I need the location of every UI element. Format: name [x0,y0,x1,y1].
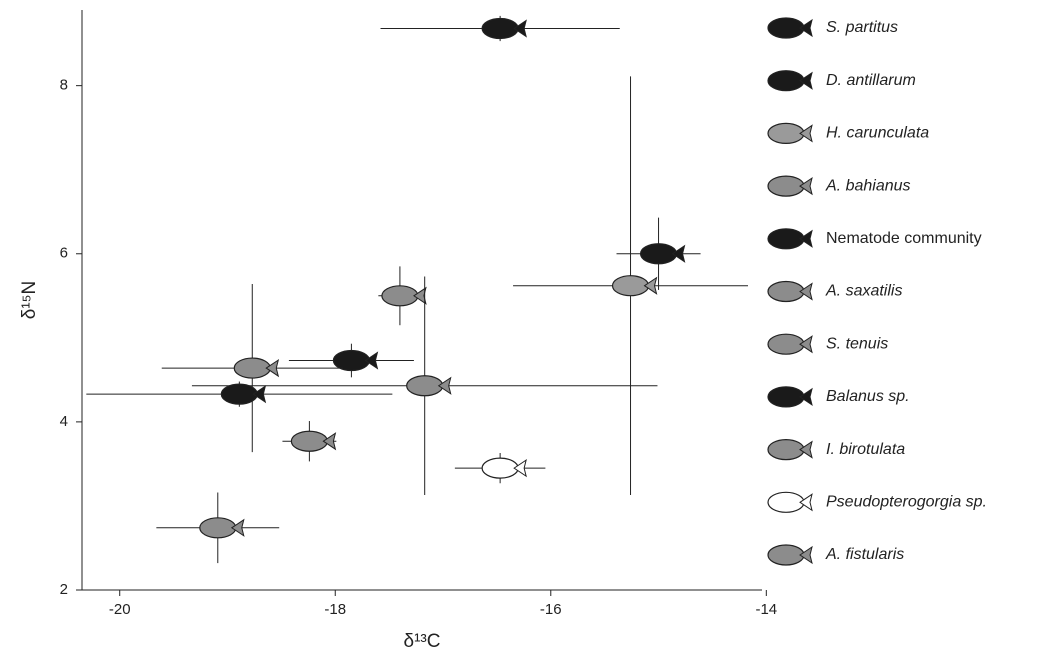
legend-icon [767,491,813,513]
point [406,375,452,397]
legend-label: Pseudopterogorgia sp. [826,494,987,511]
point [220,383,267,405]
y-axis-label: δ¹⁵N [19,281,40,320]
legend-icon [767,228,813,250]
x-tick-label: -14 [755,601,777,618]
y-tick-label: 8 [60,77,68,94]
y-tick-label: 2 [60,581,68,598]
point [481,457,527,479]
legend-label: S. partitus [826,19,898,36]
legend-icon [767,17,813,39]
point [233,357,280,379]
point [381,285,427,307]
x-axis-label: δ¹³C [404,631,441,652]
legend-icon [767,544,813,566]
x-tick-label: -18 [324,601,346,618]
point [481,17,527,40]
x-tick-label: -20 [109,601,131,618]
legend-label: H. carunculata [826,125,929,142]
y-tick-label: 4 [60,413,68,430]
point [290,430,337,452]
legend-label: Nematode community [826,230,982,247]
legend-icon [767,175,813,197]
legend-icon [767,333,813,355]
legend-label: S. tenuis [826,335,888,352]
legend-icon [767,439,813,461]
y-tick-label: 6 [60,245,68,262]
point [199,517,245,539]
legend-icon [767,70,813,92]
point [332,349,379,372]
legend-label: A. fistularis [825,546,904,563]
legend-label: D. antillarum [826,72,916,89]
legend-label: A. bahianus [825,177,911,194]
legend-icon [767,280,813,303]
point [611,275,658,297]
legend-label: Balanus sp. [826,388,910,405]
legend-icon [767,386,813,408]
legend-label: A. saxatilis [825,283,902,300]
x-tick-label: -16 [540,601,562,618]
legend-icon [767,122,813,144]
legend-label: I. birotulata [826,441,905,458]
point [639,243,686,265]
